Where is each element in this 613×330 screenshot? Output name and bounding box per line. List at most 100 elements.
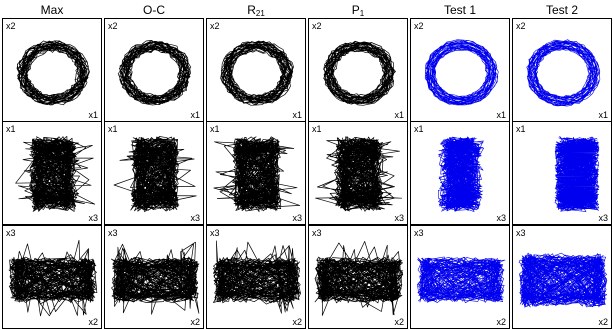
- vertical-axis-label: x2: [6, 21, 16, 31]
- trajectory-plot: [113, 136, 197, 212]
- phase-panel-r2-c0: x3 x2: [2, 225, 102, 329]
- phase-panel-r0-c1: x2 x1: [104, 18, 204, 122]
- trajectory-plot: [8, 239, 98, 317]
- trajectory-plot: [315, 136, 403, 212]
- trajectory-plot: [417, 256, 506, 303]
- phase-panel-r0-c0: x2 x1: [2, 18, 102, 122]
- phase-panel-r1-c2: x1 x3: [206, 121, 306, 225]
- column-title-text: O-C: [143, 3, 165, 17]
- trajectory-line: [518, 252, 608, 308]
- horizontal-axis-label: x3: [292, 213, 302, 223]
- horizontal-axis-label: x1: [598, 110, 608, 120]
- trajectory-line: [8, 239, 98, 317]
- horizontal-axis-label: x1: [88, 110, 98, 120]
- trajectory-plot: [526, 39, 601, 107]
- phase-panel-r1-c3: x1 x3: [308, 121, 408, 225]
- trajectory-line: [438, 136, 484, 212]
- column-title-text: R: [247, 3, 256, 17]
- vertical-axis-label: x3: [516, 228, 526, 238]
- vertical-axis-label: x3: [6, 228, 16, 238]
- column-title-1: O-C: [104, 2, 204, 18]
- column-title-5: Test 2: [512, 2, 612, 18]
- horizontal-axis-label: x2: [88, 317, 98, 327]
- horizontal-axis-label: x2: [496, 317, 506, 327]
- trajectory-line: [113, 136, 197, 212]
- vertical-axis-label: x2: [312, 21, 322, 31]
- horizontal-axis-label: x1: [496, 110, 506, 120]
- trajectory-line: [15, 136, 96, 212]
- phase-panel-r2-c1: x3 x2: [104, 225, 204, 329]
- trajectory-plot: [424, 39, 499, 106]
- horizontal-axis-label: x3: [190, 213, 200, 223]
- horizontal-axis-label: x3: [88, 213, 98, 223]
- trajectory-line: [424, 39, 499, 106]
- trajectory-plot: [16, 40, 90, 106]
- trajectory-line: [314, 241, 404, 316]
- vertical-axis-label: x2: [210, 21, 220, 31]
- vertical-axis-label: x1: [312, 124, 322, 134]
- column-title-subscript: 1: [359, 9, 365, 18]
- phase-panel-r0-c3: x2 x1: [308, 18, 408, 122]
- phase-panel-r0-c4: x2 x1: [410, 18, 510, 122]
- trajectory-line: [213, 136, 301, 213]
- vertical-axis-label: x3: [312, 228, 322, 238]
- vertical-axis-label: x1: [516, 124, 526, 134]
- phase-panel-r2-c2: x3 x2: [206, 225, 306, 329]
- column-title-2: R21: [206, 2, 306, 18]
- trajectory-line: [323, 40, 396, 106]
- trajectory-line: [220, 40, 294, 106]
- trajectory-line: [212, 240, 301, 314]
- trajectory-plot: [110, 241, 200, 315]
- horizontal-axis-label: x2: [598, 317, 608, 327]
- trajectory-plot: [323, 40, 396, 106]
- trajectory-plot: [220, 40, 294, 106]
- phase-panel-r1-c4: x1 x3: [410, 121, 510, 225]
- column-title-0: Max: [2, 2, 102, 18]
- vertical-axis-label: x1: [210, 124, 220, 134]
- horizontal-axis-label: x1: [190, 110, 200, 120]
- horizontal-axis-label: x1: [394, 110, 404, 120]
- column-title-4: Test 1: [410, 2, 510, 18]
- trajectory-line: [315, 136, 403, 212]
- phase-panel-r1-c0: x1 x3: [2, 121, 102, 225]
- vertical-axis-label: x3: [414, 228, 424, 238]
- horizontal-axis-label: x3: [394, 213, 404, 223]
- trajectory-line: [117, 40, 192, 106]
- horizontal-axis-label: x2: [292, 317, 302, 327]
- phase-panel-r1-c1: x1 x3: [104, 121, 204, 225]
- trajectory-line: [16, 40, 90, 106]
- column-title-3: P1: [308, 2, 408, 18]
- phase-panel-r0-c5: x2 x1: [512, 18, 612, 122]
- vertical-axis-label: x3: [108, 228, 118, 238]
- trajectory-plot: [554, 136, 600, 212]
- column-title-text: Test 1: [443, 3, 476, 17]
- horizontal-axis-label: x1: [292, 110, 302, 120]
- trajectory-line: [110, 241, 200, 315]
- vertical-axis-label: x3: [210, 228, 220, 238]
- trajectory-plot: [213, 136, 301, 213]
- horizontal-axis-label: x3: [598, 213, 608, 223]
- trajectory-line: [554, 136, 600, 212]
- column-title-text: P: [351, 3, 360, 17]
- trajectory-line: [526, 39, 601, 107]
- column-title-text: Test 2: [545, 3, 578, 17]
- vertical-axis-label: x2: [516, 21, 526, 31]
- trajectory-plot: [438, 136, 484, 212]
- column-title-subscript: 21: [255, 9, 265, 18]
- trajectory-line: [417, 256, 506, 303]
- horizontal-axis-label: x2: [190, 317, 200, 327]
- trajectory-plot: [212, 240, 301, 314]
- phase-panel-r2-c3: x3 x2: [308, 225, 408, 329]
- phase-panel-r2-c5: x3 x2: [512, 225, 612, 329]
- vertical-axis-label: x1: [6, 124, 16, 134]
- phase-panel-r0-c2: x2 x1: [206, 18, 306, 122]
- trajectory-plot: [314, 241, 404, 316]
- phase-panel-r2-c4: x3 x2: [410, 225, 510, 329]
- vertical-axis-label: x1: [108, 124, 118, 134]
- horizontal-axis-label: x2: [394, 317, 404, 327]
- trajectory-plot: [117, 40, 192, 106]
- vertical-axis-label: x1: [414, 124, 424, 134]
- column-title-text: Max: [40, 3, 64, 17]
- trajectory-plot: [518, 252, 608, 308]
- vertical-axis-label: x2: [414, 21, 424, 31]
